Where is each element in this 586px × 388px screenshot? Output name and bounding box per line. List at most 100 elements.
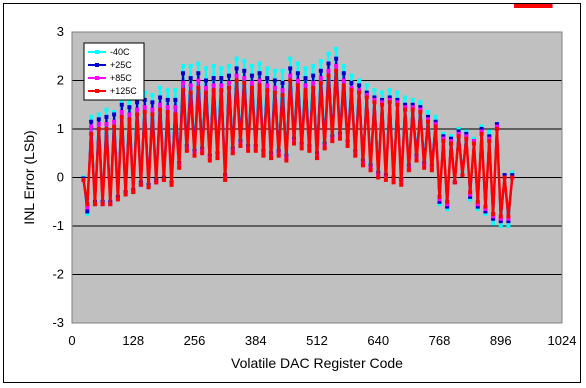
data-point	[127, 117, 132, 122]
data-point	[257, 83, 262, 88]
data-point	[150, 112, 155, 117]
data-point	[479, 124, 484, 129]
data-point	[307, 148, 312, 153]
data-point	[177, 165, 182, 170]
data-point	[403, 107, 408, 112]
data-point	[158, 95, 163, 100]
series-layer	[81, 4, 553, 228]
data-point	[491, 214, 496, 219]
data-point	[234, 73, 239, 78]
data-point	[433, 122, 438, 127]
data-point	[272, 68, 277, 73]
data-point	[257, 71, 262, 76]
chart-frame: -3 -2 -1 0 1 2 3 0 128 256 384 512 640 768 896 1024 Vol…	[3, 3, 581, 383]
data-point	[337, 136, 342, 141]
data-point	[173, 88, 178, 93]
data-point	[334, 63, 339, 68]
data-point	[269, 156, 274, 161]
data-point	[311, 85, 316, 90]
data-point	[81, 177, 86, 182]
data-point	[510, 173, 515, 178]
data-point	[85, 209, 90, 214]
data-point	[138, 182, 143, 187]
data-point	[108, 202, 113, 207]
data-point	[249, 63, 254, 68]
x-tick-label: 256	[184, 333, 206, 348]
data-point	[142, 105, 147, 110]
data-point	[410, 105, 415, 110]
x-tick-label: 1024	[548, 333, 577, 348]
data-point	[475, 199, 480, 204]
data-point	[441, 134, 446, 139]
data-point	[226, 63, 231, 68]
data-point	[483, 211, 488, 216]
data-point	[173, 105, 178, 110]
data-point	[498, 214, 503, 219]
data-point	[318, 59, 323, 64]
data-point	[418, 105, 423, 110]
plot-border	[71, 31, 563, 324]
legend-marker	[95, 63, 99, 67]
data-point	[146, 185, 151, 190]
data-point	[154, 180, 159, 185]
data-point	[257, 61, 262, 66]
data-point	[280, 80, 285, 85]
tick-labels: -3 -2 -1 0 1 2 3 0 128 256 384 512 640 768 896 1024	[52, 24, 576, 348]
data-point	[475, 202, 480, 207]
data-point	[322, 146, 327, 151]
data-point	[494, 124, 499, 129]
data-point	[165, 110, 170, 115]
data-point	[276, 153, 281, 158]
data-point	[506, 224, 511, 228]
data-point	[456, 134, 461, 139]
data-point	[181, 63, 186, 68]
data-point	[418, 107, 423, 112]
data-point	[464, 134, 469, 139]
x-tick-label: 512	[306, 333, 328, 348]
data-point	[399, 182, 404, 187]
data-point	[491, 216, 496, 221]
data-point	[311, 80, 316, 85]
data-point	[242, 59, 247, 64]
data-point	[188, 76, 193, 81]
legend-marker	[95, 76, 99, 80]
data-point	[387, 97, 392, 102]
data-point	[295, 78, 300, 83]
data-point	[203, 66, 208, 71]
data-point	[464, 136, 469, 141]
data-point	[437, 199, 442, 204]
data-point	[196, 85, 201, 90]
data-point	[437, 194, 442, 199]
data-point	[548, 4, 553, 8]
data-point	[280, 93, 285, 98]
data-point	[215, 156, 220, 161]
data-point	[395, 100, 400, 105]
data-point	[448, 136, 453, 141]
data-point	[100, 202, 105, 207]
data-point	[334, 56, 339, 61]
data-point	[326, 51, 331, 56]
data-point	[253, 148, 258, 153]
data-point	[380, 102, 385, 107]
data-point	[422, 165, 427, 170]
data-point	[426, 114, 431, 119]
data-point	[372, 95, 377, 100]
data-point	[448, 141, 453, 146]
data-point	[341, 83, 346, 88]
data-point	[360, 163, 365, 168]
data-point	[158, 107, 163, 112]
data-point	[96, 122, 101, 127]
legend-item: -40C	[88, 47, 130, 57]
data-point	[318, 76, 323, 81]
data-point	[506, 219, 511, 224]
data-point	[456, 129, 461, 134]
data-point	[456, 131, 461, 136]
data-point	[387, 95, 392, 100]
data-point	[135, 100, 140, 105]
data-point	[161, 177, 166, 182]
data-point	[368, 168, 373, 173]
data-point	[188, 63, 193, 68]
data-point	[445, 207, 450, 212]
data-point	[464, 131, 469, 136]
data-point	[181, 71, 186, 76]
